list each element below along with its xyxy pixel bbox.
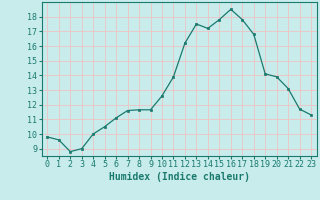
X-axis label: Humidex (Indice chaleur): Humidex (Indice chaleur) xyxy=(109,172,250,182)
